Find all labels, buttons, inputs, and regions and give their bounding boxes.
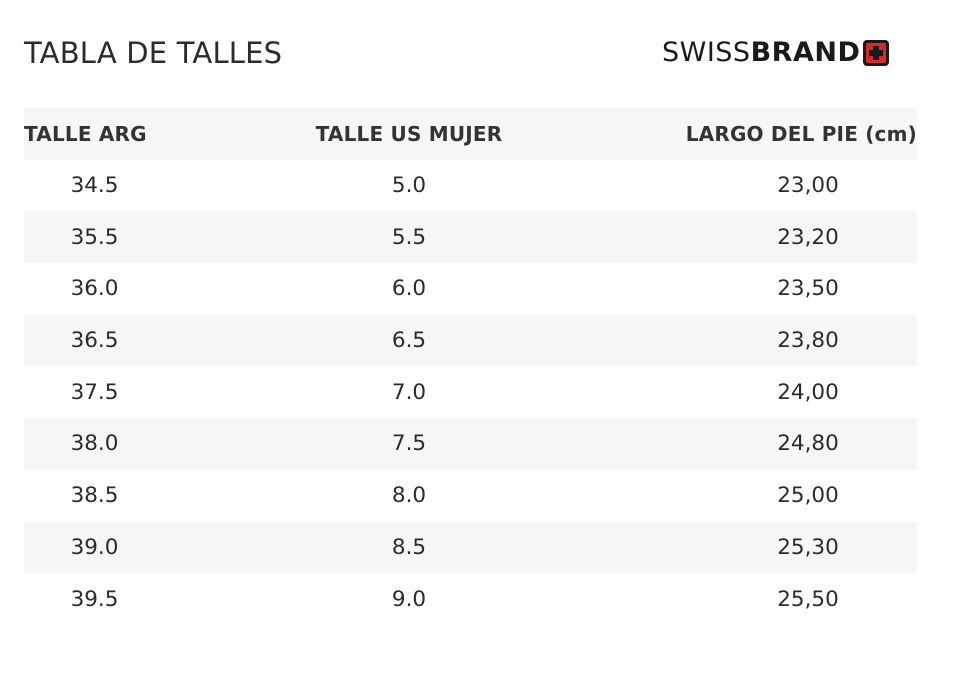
cell-talle-arg: 37.5 [70, 379, 119, 405]
cell-talle-us: 6.5 [391, 328, 427, 354]
cell-talle-us: 5.5 [391, 224, 427, 250]
brand-name-bold: BRAND [750, 37, 861, 68]
cell-talle-arg: 38.5 [70, 483, 119, 509]
brand-logo: SWISS BRAND [662, 36, 890, 70]
table-row: 36.5 6.5 23,80 [24, 314, 917, 367]
cell-talle-arg: 36.5 [70, 328, 119, 354]
cell-largo-pie: 24,00 [777, 379, 839, 405]
column-header-talle-us-mujer: TALLE US MUJER [315, 121, 503, 146]
cell-talle-arg: 35.5 [70, 224, 119, 250]
table-row: 34.5 5.0 23,00 [24, 159, 917, 212]
cell-largo-pie: 25,30 [777, 534, 839, 560]
cell-largo-pie: 23,20 [777, 224, 839, 250]
table-row: 38.0 7.5 24,80 [24, 418, 917, 470]
cell-talle-us: 8.0 [391, 483, 427, 509]
cell-talle-us: 9.0 [391, 586, 427, 612]
table-row: 35.5 5.5 23,20 [24, 211, 917, 264]
table-row: 39.0 8.5 25,30 [24, 521, 917, 574]
cell-largo-pie: 23,80 [777, 328, 839, 354]
table-row: 36.0 6.0 23,50 [24, 263, 917, 315]
cell-talle-us: 6.0 [391, 276, 427, 302]
table-row: 39.5 9.0 25,50 [24, 573, 917, 625]
cell-talle-arg: 34.5 [70, 173, 119, 199]
column-header-largo-del-pie: LARGO DEL PIE (cm) [685, 121, 917, 146]
cell-largo-pie: 25,00 [777, 483, 839, 509]
cell-largo-pie: 25,50 [777, 586, 839, 612]
swiss-cross-icon [863, 40, 890, 66]
size-chart-table: TALLE ARG TALLE US MUJER LARGO DEL PIE (… [24, 108, 917, 625]
brand-name-light: SWISS [662, 37, 751, 68]
cell-largo-pie: 24,80 [777, 431, 839, 457]
table-row: 38.5 8.0 25,00 [24, 469, 917, 522]
column-header-talle-arg: TALLE ARG [24, 121, 147, 146]
cell-talle-us: 7.5 [391, 431, 427, 457]
cell-talle-arg: 36.0 [70, 276, 119, 302]
cell-talle-arg: 38.0 [70, 431, 119, 457]
cell-talle-us: 5.0 [391, 173, 427, 199]
table-header-row: TALLE ARG TALLE US MUJER LARGO DEL PIE (… [24, 108, 917, 160]
table-row: 37.5 7.0 24,00 [24, 366, 917, 419]
cell-talle-us: 7.0 [391, 379, 427, 405]
cell-talle-us: 8.5 [391, 534, 427, 560]
cell-largo-pie: 23,00 [777, 173, 839, 199]
page-title: TABLA DE TALLES [24, 36, 283, 70]
cell-talle-arg: 39.5 [70, 586, 119, 612]
cell-largo-pie: 23,50 [777, 276, 839, 302]
cell-talle-arg: 39.0 [70, 534, 119, 560]
